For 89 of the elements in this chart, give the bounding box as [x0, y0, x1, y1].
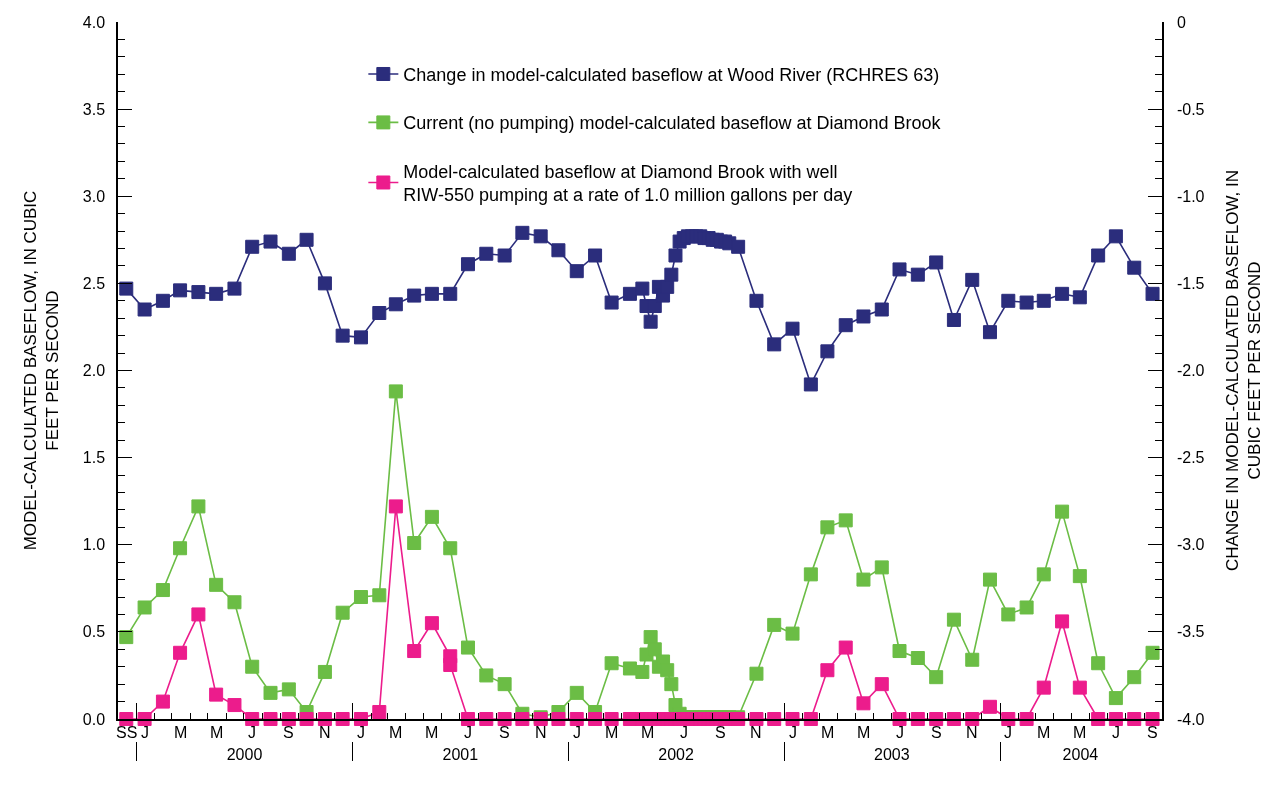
- y-tick-label: 2.5: [82, 274, 106, 292]
- point: [604, 712, 619, 726]
- point: [1145, 712, 1160, 726]
- y2-tick-label: -2.0: [1176, 362, 1205, 380]
- point: [1036, 680, 1051, 695]
- text: M: [1073, 724, 1087, 741]
- point: [263, 712, 278, 726]
- text: S: [931, 724, 942, 741]
- text: M: [821, 724, 835, 741]
- point: [388, 499, 403, 514]
- text: S: [715, 724, 726, 741]
- point: [785, 712, 800, 726]
- point: [1072, 680, 1087, 695]
- point: [424, 616, 439, 631]
- legend-label: Model-calculated baseflow at Diamond Brook with well RIW-550 pumping at a rate of 1.0 million gallons per day: [403, 161, 853, 206]
- text: M: [174, 724, 188, 741]
- text: J: [141, 724, 149, 741]
- point: [1055, 614, 1070, 629]
- text: M: [857, 724, 871, 741]
- text: SS: [116, 724, 138, 741]
- text: J: [1112, 724, 1120, 741]
- point: [982, 699, 997, 714]
- point: [335, 712, 350, 726]
- point: [407, 644, 422, 659]
- text: J: [357, 724, 365, 741]
- y-tick-label: 1.5: [82, 449, 106, 467]
- text: M: [389, 724, 403, 741]
- y2-tick-label: -0.5: [1176, 100, 1205, 118]
- x-tick-label: 2000: [226, 746, 263, 763]
- point: [515, 712, 530, 726]
- y2-tick-label: 0: [1176, 13, 1186, 31]
- point: [856, 696, 871, 711]
- x-tick-label: 2003: [874, 746, 910, 763]
- text: M: [425, 724, 439, 741]
- point: [892, 712, 907, 726]
- y2-tick-label: -3.5: [1176, 623, 1205, 641]
- text: J: [896, 724, 904, 741]
- text: N: [966, 724, 978, 741]
- point: [155, 694, 170, 709]
- legend-label: Current (no pumping) model-calculated baseflow at Diamond Brook: [403, 113, 942, 134]
- text: N: [750, 724, 762, 741]
- text: J: [680, 724, 688, 741]
- y-tick-label: 4.0: [82, 13, 106, 31]
- point: [209, 687, 224, 702]
- point: [874, 677, 889, 692]
- text: M: [605, 724, 619, 741]
- x-tick-label: 2002: [658, 746, 694, 763]
- legend-label: Change in model-calculated baseflow at Wood River (RCHRES 63): [403, 65, 940, 86]
- y2-tick-label: -1.0: [1176, 187, 1205, 205]
- y2-axis-title: CHANGE IN MODEL-CALCULATED BASEFLOW, IN CUBIC FEET PER SECOND: [1222, 169, 1264, 572]
- y-tick-label: 2.0: [82, 362, 106, 380]
- point: [551, 712, 566, 726]
- x-tick-label: 2004: [1062, 746, 1099, 763]
- point: [227, 698, 242, 713]
- text: S: [1147, 724, 1158, 741]
- y-tick-label: 0.0: [82, 710, 106, 728]
- text: S: [499, 724, 510, 741]
- text: J: [1004, 724, 1012, 741]
- text: M: [210, 724, 224, 741]
- y2-tick-label: -3.0: [1176, 536, 1205, 554]
- y-axis-title: MODEL-CALCULATED BASEFLOW, IN CUBIC FEET PER SECOND: [20, 190, 62, 551]
- x-tick-label: 2001: [442, 746, 479, 763]
- y2-tick-label: -1.5: [1176, 274, 1205, 292]
- text: S: [283, 724, 294, 741]
- point: [299, 712, 314, 726]
- y-tick-label: 3.5: [82, 100, 106, 118]
- y-tick-label: 3.0: [82, 187, 106, 205]
- point: [1019, 712, 1034, 726]
- point: [173, 645, 188, 660]
- text: M: [1037, 724, 1051, 741]
- point: [820, 663, 835, 678]
- text: J: [573, 724, 581, 741]
- y-tick-label: 1.0: [82, 536, 106, 554]
- text: J: [248, 724, 256, 741]
- text: M: [641, 724, 655, 741]
- point: [838, 640, 853, 655]
- text: N: [319, 724, 331, 741]
- y2-tick-label: -2.5: [1176, 449, 1205, 467]
- point: [372, 705, 387, 720]
- point: [443, 657, 458, 672]
- text: N: [535, 724, 547, 741]
- text: J: [789, 724, 797, 741]
- y-tick-label: 0.5: [82, 623, 106, 641]
- point: [191, 607, 206, 622]
- point: [497, 712, 512, 726]
- point: [137, 712, 152, 726]
- text: J: [464, 724, 472, 741]
- point: [749, 712, 764, 726]
- y2-tick-label: -4.0: [1176, 710, 1205, 728]
